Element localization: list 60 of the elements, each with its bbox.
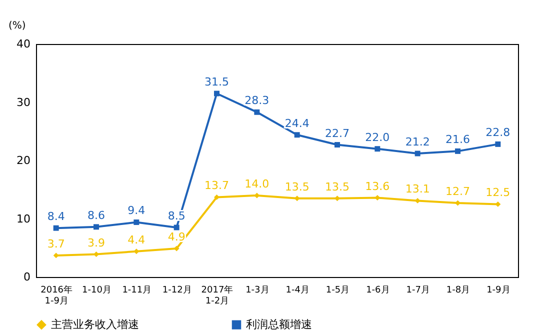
- point: [134, 220, 140, 225]
- y-axis-title: (%): [8, 20, 26, 32]
- data-label: 13.1: [405, 182, 430, 196]
- x-tick-label: 1-7月: [406, 286, 430, 296]
- data-label: 22.7: [325, 126, 350, 140]
- data-label: 24.4: [284, 116, 310, 130]
- legend-label: 主营业务收入增速: [51, 318, 139, 331]
- x-tick-label: 1-10月: [82, 286, 112, 296]
- data-label: 13.5: [325, 180, 350, 194]
- data-label: 12.7: [446, 185, 470, 198]
- data-label: 21.6: [446, 133, 470, 146]
- y-tick-label: 20: [16, 154, 30, 167]
- data-label: 8.6: [88, 208, 105, 222]
- data-label: 13.6: [365, 180, 390, 193]
- point: [455, 200, 460, 206]
- point: [174, 224, 180, 230]
- point: [334, 142, 340, 148]
- y-tick-label: 10: [16, 212, 30, 226]
- point: [53, 225, 59, 231]
- x-tick-label: 1-5月: [326, 286, 350, 296]
- x-tick-label: 1-4月: [286, 286, 310, 296]
- point: [214, 90, 220, 96]
- x-tick-label: 1-8月: [446, 286, 470, 296]
- data-label: 13.5: [284, 180, 310, 194]
- x-tick-label: 1-3月: [246, 286, 270, 296]
- data-label: 12.5: [486, 186, 510, 200]
- data-label: 3.7: [47, 237, 65, 250]
- point: [374, 146, 380, 152]
- data-label: 4.9: [168, 230, 186, 244]
- data-label: 28.3: [244, 94, 270, 108]
- x-tick-label: 1-12月: [162, 286, 192, 296]
- point: [414, 150, 420, 156]
- data-label: 14.0: [244, 177, 270, 190]
- x-tick-label: 1-11月: [122, 286, 152, 296]
- data-label: 4.4: [128, 233, 146, 246]
- data-label: 31.5: [204, 76, 229, 89]
- data-label: 9.4: [128, 204, 146, 218]
- point: [94, 252, 99, 258]
- data-label: 8.4: [47, 210, 65, 224]
- y-tick-label: 0: [24, 270, 30, 284]
- point: [254, 109, 260, 115]
- data-label: 22.8: [486, 126, 510, 140]
- point: [455, 148, 460, 154]
- data-label: 21.2: [405, 136, 430, 149]
- data-label: 13.7: [204, 179, 229, 192]
- y-tick-label: 40: [16, 38, 30, 50]
- y-tick-label: 30: [16, 96, 30, 109]
- data-label: 22.0: [365, 130, 390, 144]
- point: [495, 141, 501, 147]
- point: [214, 194, 220, 200]
- x-tick-label: 1-9月: [486, 286, 510, 296]
- point: [334, 196, 340, 202]
- x-tick-label: 2017年 1-2月: [201, 284, 234, 306]
- legend-label: 利润总额增速: [246, 318, 312, 331]
- x-tick-label: 2016年 1-9月: [40, 284, 73, 306]
- point: [53, 252, 59, 258]
- point: [294, 132, 300, 138]
- point: [94, 224, 99, 230]
- data-label: 3.9: [88, 236, 105, 250]
- x-tick-label: 1-6月: [366, 286, 390, 296]
